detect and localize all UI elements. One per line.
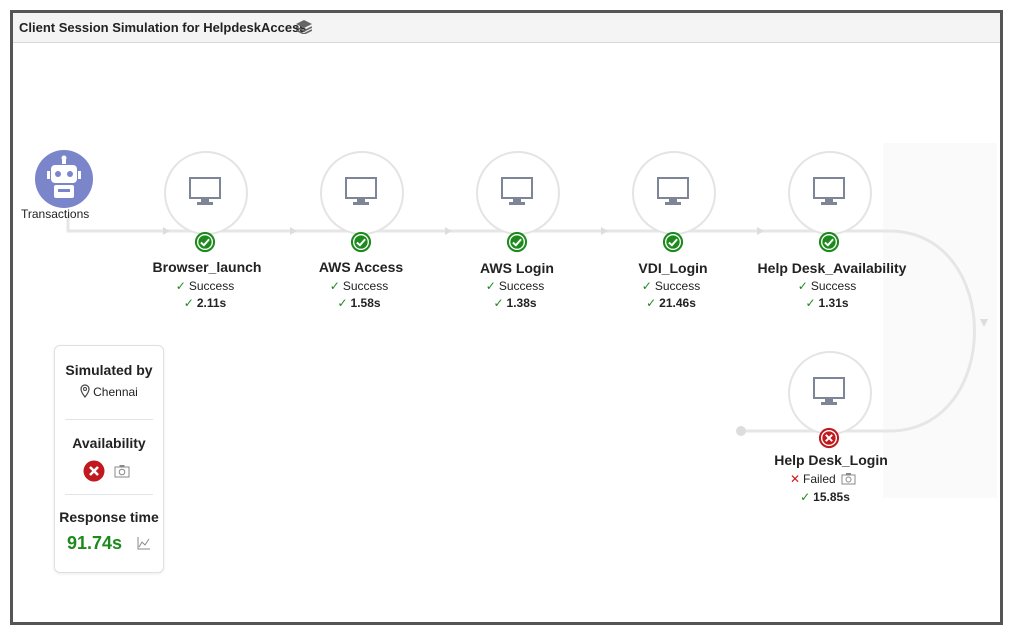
transactions-label: Transactions [21,207,90,221]
monitor-icon [813,177,845,205]
step-time: 1.38s [506,296,537,310]
step-status: Success [498,279,545,293]
check-icon: ✓ [183,296,194,310]
x-circle-icon [818,427,840,449]
line-chart-icon[interactable] [137,536,151,550]
check-icon: ✓ [329,279,340,293]
monitor-icon [501,177,533,205]
flow-connectors [66,143,997,498]
check-circle-icon [818,231,840,253]
robot-icon[interactable] [35,150,93,208]
step-name: Help Desk_Availability [757,260,907,276]
step-time: 15.85s [813,490,850,504]
title-bar: Client Session Simulation for HelpdeskAc… [13,13,1000,43]
monitor-icon [189,177,221,205]
check-icon: ✓ [800,490,811,504]
step-status: Success [188,279,235,293]
step-status: Success [810,279,857,293]
check-icon: ✓ [646,296,657,310]
check-icon: ✓ [641,279,652,293]
check-icon: ✓ [485,279,496,293]
step-status: Success [342,279,389,293]
step-status: Success [654,279,701,293]
check-icon: ✓ [337,296,348,310]
flow-canvas: Transactions Browser_launch ✓ Success ✓ 2.… [13,43,1000,622]
simulation-window: Client Session Simulation for HelpdeskAc… [10,10,1003,625]
divider [65,419,153,420]
step-name: Browser_launch [152,259,262,275]
response-time-value: 91.74s [67,533,123,553]
camera-icon[interactable] [841,472,856,485]
step-name: AWS Login [480,260,554,276]
check-circle-icon [662,231,684,253]
step-time: 1.31s [818,296,849,310]
step-time: 1.58s [350,296,381,310]
check-icon: ✓ [797,279,808,293]
check-circle-icon [350,231,372,253]
step-time: 2.11s [196,296,227,310]
location-text: Chennai [93,385,138,399]
location-pin-icon [80,384,90,398]
step-time: 21.46s [659,296,696,310]
x-icon: ✕ [789,472,801,486]
check-icon: ✓ [805,296,816,310]
step-name: Help Desk_Login [774,452,888,468]
step-name: VDI_Login [638,260,708,276]
check-circle-icon [506,231,528,253]
check-circle-icon [194,231,216,253]
step-name: AWS Access [318,259,404,275]
location: Chennai [55,384,163,399]
step-status: Failed [803,472,836,486]
window-title: Client Session Simulation for HelpdeskAc… [19,20,307,35]
divider [65,494,153,495]
check-icon: ✓ [175,279,186,293]
simulated-by-label: Simulated by [65,362,153,378]
monitor-icon [657,177,689,205]
check-icon: ✓ [493,296,504,310]
x-circle-icon [83,460,105,482]
monitor-icon [813,377,845,405]
monitor-icon [345,177,377,205]
camera-icon[interactable] [114,464,130,478]
layers-icon[interactable] [295,20,313,39]
availability-label: Availability [72,435,146,451]
summary-panel: Simulated by Chennai Availability Respo [54,345,164,573]
response-time-label: Response time [59,509,159,525]
